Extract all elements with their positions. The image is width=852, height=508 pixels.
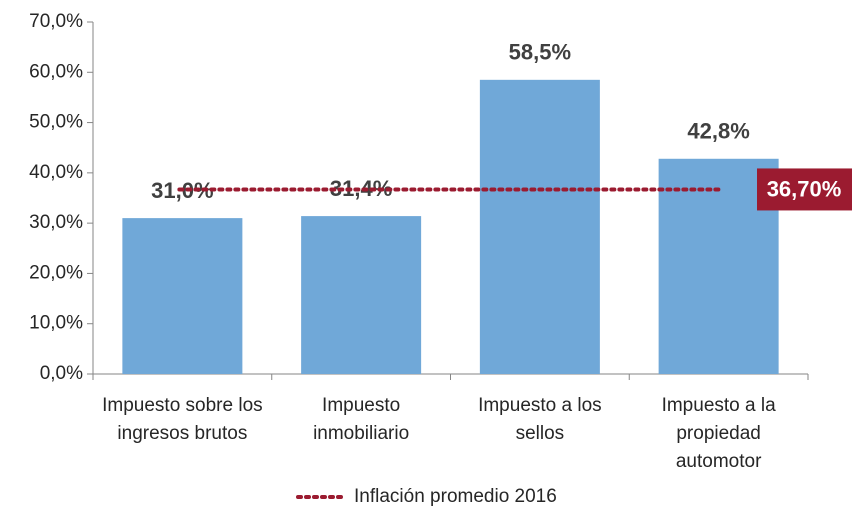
- y-tick-label: 20,0%: [29, 262, 83, 283]
- y-tick-label: 30,0%: [29, 212, 83, 233]
- y-tick-label: 0,0%: [40, 363, 83, 384]
- data-label: 58,5%: [509, 40, 571, 65]
- reference-label-box: [757, 168, 852, 211]
- x-tick-label: Impuesto a la propiedad automotor: [661, 395, 776, 472]
- y-tick-label: 60,0%: [29, 61, 83, 82]
- bar: [122, 218, 243, 374]
- x-tick-label: Impuesto a los sellos: [478, 395, 602, 444]
- y-tick-label: 10,0%: [29, 313, 83, 334]
- legend-label: Inflación promedio 2016: [354, 486, 557, 507]
- bar: [479, 79, 600, 374]
- reference-label: 36,70%: [767, 176, 842, 201]
- y-tick-label: 50,0%: [29, 112, 83, 133]
- bar: [301, 216, 422, 374]
- y-tick-label: 70,0%: [29, 11, 83, 32]
- y-tick-label: 40,0%: [29, 162, 83, 183]
- x-tick-label: Impuesto inmobiliario: [313, 395, 410, 444]
- x-tick-label: Impuesto sobre los ingresos brutos: [102, 395, 263, 444]
- data-label: 42,8%: [687, 119, 749, 144]
